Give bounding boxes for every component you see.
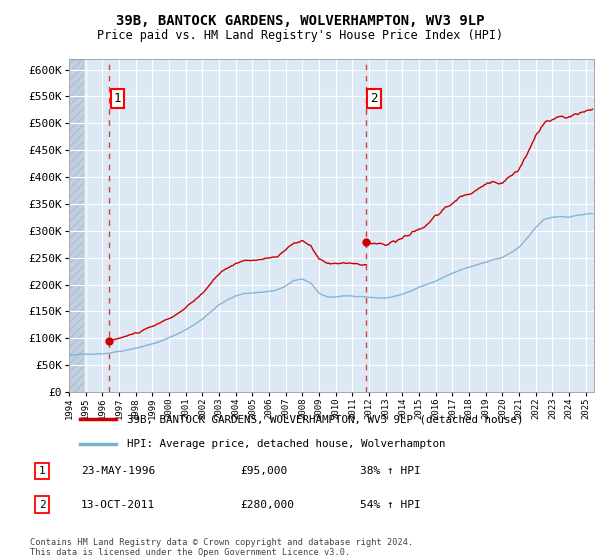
Text: 23-MAY-1996: 23-MAY-1996	[81, 466, 155, 476]
Bar	[69, 59, 85, 392]
Text: 13-OCT-2011: 13-OCT-2011	[81, 500, 155, 510]
Text: 1: 1	[38, 466, 46, 476]
Text: 54% ↑ HPI: 54% ↑ HPI	[360, 500, 421, 510]
Text: HPI: Average price, detached house, Wolverhampton: HPI: Average price, detached house, Wolv…	[127, 438, 445, 449]
Text: Price paid vs. HM Land Registry's House Price Index (HPI): Price paid vs. HM Land Registry's House …	[97, 29, 503, 42]
Text: 2: 2	[38, 500, 46, 510]
Text: 1: 1	[113, 92, 121, 105]
Text: £95,000: £95,000	[240, 466, 287, 476]
Text: Contains HM Land Registry data © Crown copyright and database right 2024.
This d: Contains HM Land Registry data © Crown c…	[30, 538, 413, 557]
Text: 39B, BANTOCK GARDENS, WOLVERHAMPTON, WV3 9LP (detached house): 39B, BANTOCK GARDENS, WOLVERHAMPTON, WV3…	[127, 414, 523, 424]
Text: 38% ↑ HPI: 38% ↑ HPI	[360, 466, 421, 476]
Text: 2: 2	[371, 92, 378, 105]
Text: £280,000: £280,000	[240, 500, 294, 510]
Text: 39B, BANTOCK GARDENS, WOLVERHAMPTON, WV3 9LP: 39B, BANTOCK GARDENS, WOLVERHAMPTON, WV3…	[116, 14, 484, 28]
